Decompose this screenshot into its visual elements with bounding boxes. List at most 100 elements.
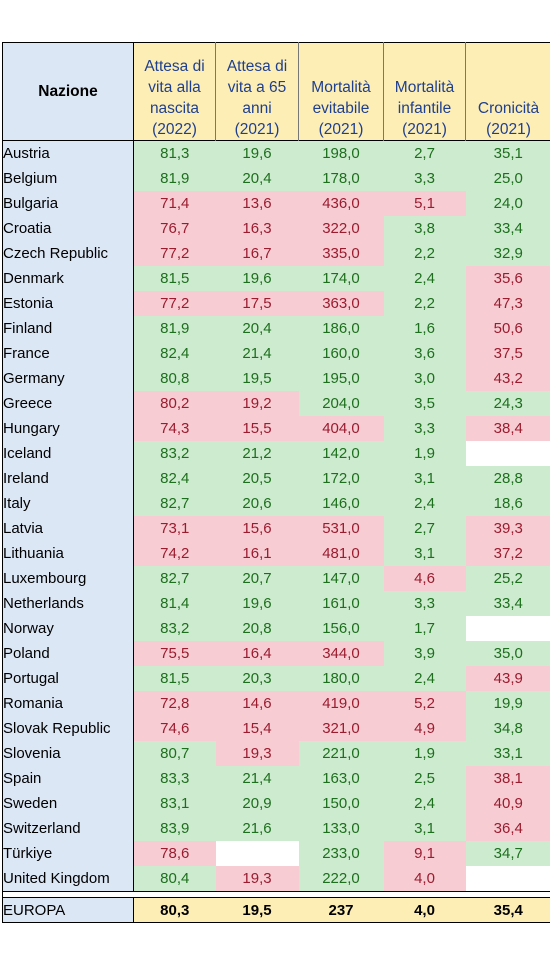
country-name: Spain — [2, 766, 134, 791]
value-cell: 34,8 — [465, 716, 550, 741]
value-cell: 74,2 — [133, 541, 216, 566]
value-cell: 18,6 — [465, 491, 550, 516]
value-cell — [215, 841, 299, 866]
table-row: Finland 81,9 20,4 186,0 1,6 50,6 — [2, 316, 550, 341]
value-cell: 3,0 — [383, 366, 466, 391]
table-row: Belgium 81,9 20,4 178,0 3,3 25,0 — [2, 166, 550, 191]
table-row: Hungary 74,3 15,5 404,0 3,3 38,4 — [2, 416, 550, 441]
table-row: Lithuania 74,2 16,1 481,0 3,1 37,2 — [2, 541, 550, 566]
column-header-life-expectancy-65: Attesa di vita a 65 anni (2021) — [215, 42, 299, 141]
value-cell: 19,2 — [215, 391, 299, 416]
value-cell: 20,3 — [215, 666, 299, 691]
header-line: Attesa di — [144, 58, 205, 75]
value-cell: 160,0 — [298, 341, 384, 366]
table-row: Spain 83,3 21,4 163,0 2,5 38,1 — [2, 766, 550, 791]
value-cell: 71,4 — [133, 191, 216, 216]
value-cell: 133,0 — [298, 816, 384, 841]
value-cell: 28,8 — [465, 466, 550, 491]
value-cell: 3,1 — [383, 541, 466, 566]
header-line: Mortalità — [394, 79, 455, 96]
value-cell: 33,1 — [465, 741, 550, 766]
value-cell: 5,2 — [383, 691, 466, 716]
value-cell: 322,0 — [298, 216, 384, 241]
value-cell: 2,2 — [383, 241, 466, 266]
country-name: Slovenia — [2, 741, 134, 766]
value-cell: 80,2 — [133, 391, 216, 416]
value-cell: 80,8 — [133, 366, 216, 391]
value-cell: 2,5 — [383, 766, 466, 791]
value-cell: 2,7 — [383, 140, 466, 166]
header-line: nascita — [149, 100, 200, 117]
value-cell: 83,2 — [133, 441, 216, 466]
country-name: Iceland — [2, 441, 134, 466]
country-name: Norway — [2, 616, 134, 641]
value-cell: 15,5 — [215, 416, 299, 441]
country-name: France — [2, 341, 134, 366]
table-row: Switzerland 83,9 21,6 133,0 3,1 36,4 — [2, 816, 550, 841]
value-cell: 147,0 — [298, 566, 384, 591]
separator-cell — [133, 891, 216, 898]
table-row: Croatia 76,7 16,3 322,0 3,8 33,4 — [2, 216, 550, 241]
value-cell: 198,0 — [298, 140, 384, 166]
total-value: 4,0 — [383, 897, 466, 923]
value-cell: 2,2 — [383, 291, 466, 316]
header-year: (2021) — [486, 121, 531, 138]
value-cell: 82,7 — [133, 491, 216, 516]
value-cell: 3,1 — [383, 816, 466, 841]
column-header-life-expectancy-birth: Attesa di vita alla nascita (2022) — [133, 42, 216, 141]
value-cell: 3,5 — [383, 391, 466, 416]
value-cell: 16,4 — [215, 641, 299, 666]
header-year: (2021) — [318, 121, 364, 138]
value-cell: 80,4 — [133, 866, 216, 892]
value-cell: 481,0 — [298, 541, 384, 566]
value-cell: 4,6 — [383, 566, 466, 591]
table-row: Czech Republic 77,2 16,7 335,0 2,2 32,9 — [2, 241, 550, 266]
value-cell: 436,0 — [298, 191, 384, 216]
value-cell: 19,3 — [215, 741, 299, 766]
value-cell: 156,0 — [298, 616, 384, 641]
table-row: Norway 83,2 20,8 156,0 1,7 — [2, 616, 550, 641]
table-row: Estonia 77,2 17,5 363,0 2,2 47,3 — [2, 291, 550, 316]
country-name: Belgium — [2, 166, 134, 191]
value-cell: 72,8 — [133, 691, 216, 716]
value-cell: 35,0 — [465, 641, 550, 666]
value-cell: 33,4 — [465, 591, 550, 616]
value-cell: 222,0 — [298, 866, 384, 892]
value-cell: 19,5 — [215, 366, 299, 391]
value-cell: 3,3 — [383, 166, 466, 191]
table-row: Türkiye 78,6 233,0 9,1 34,7 — [2, 841, 550, 866]
country-name: Switzerland — [2, 816, 134, 841]
separator-cell — [465, 891, 550, 898]
value-cell: 21,4 — [215, 341, 299, 366]
country-name: Denmark — [2, 266, 134, 291]
header-line: anni — [242, 100, 272, 117]
value-cell: 4,0 — [383, 866, 466, 892]
value-cell: 19,9 — [465, 691, 550, 716]
value-cell: 78,6 — [133, 841, 216, 866]
value-cell: 20,4 — [215, 316, 299, 341]
value-cell: 36,4 — [465, 816, 550, 841]
value-cell: 80,7 — [133, 741, 216, 766]
value-cell: 19,6 — [215, 140, 299, 166]
country-name: Ireland — [2, 466, 134, 491]
header-line: Cronicità — [477, 100, 540, 117]
total-value: 237 — [298, 897, 384, 923]
header-line: Mortalità evitabile — [311, 79, 371, 117]
value-cell: 5,1 — [383, 191, 466, 216]
health-indicators-table: Nazione Attesa di vita alla nascita (202… — [2, 42, 550, 923]
value-cell: 83,9 — [133, 816, 216, 841]
value-cell: 38,4 — [465, 416, 550, 441]
country-name: Luxembourg — [2, 566, 134, 591]
table-row: Iceland 83,2 21,2 142,0 1,9 — [2, 441, 550, 466]
value-cell: 81,9 — [133, 166, 216, 191]
value-cell — [465, 441, 550, 466]
table-row: Austria 81,3 19,6 198,0 2,7 35,1 — [2, 140, 550, 166]
value-cell: 25,0 — [465, 166, 550, 191]
header-line: infantile — [397, 100, 452, 117]
value-cell: 3,3 — [383, 591, 466, 616]
country-name: Estonia — [2, 291, 134, 316]
value-cell: 233,0 — [298, 841, 384, 866]
value-cell — [465, 866, 550, 892]
country-name: Türkiye — [2, 841, 134, 866]
country-name: Hungary — [2, 416, 134, 441]
